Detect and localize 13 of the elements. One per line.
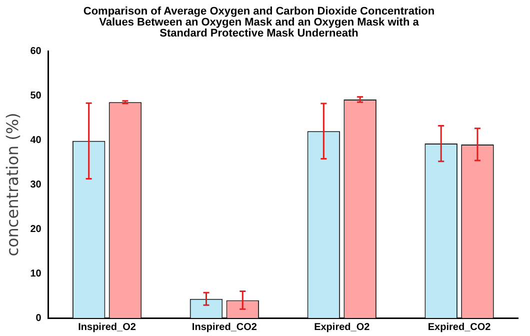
y-tick-label: 50 (30, 90, 42, 102)
x-tick-label: Expired_O2 (314, 322, 370, 333)
y-tick-label: 20 (30, 224, 42, 235)
chart-title: Comparison of Average Oxygen and Carbon Dioxide Concentration Values Between an Oxygen Mask and an Oxygen Mask with a Standard Protective Mask Underneath (83, 6, 435, 40)
y-tick-label: 60 (30, 46, 42, 57)
y-tick-label: 0 (36, 312, 42, 324)
x-tick-label: Inspired_CO2 (192, 322, 258, 333)
y-tick-label: 40 (30, 134, 42, 146)
x-tick-label: Expired_CO2 (428, 322, 492, 333)
y-tick-label: 10 (30, 268, 42, 280)
y-tick-label: 30 (30, 179, 42, 190)
x-tick-label: Inspired_O2 (78, 322, 136, 333)
y-axis-title: concentration (%) (2, 112, 22, 256)
